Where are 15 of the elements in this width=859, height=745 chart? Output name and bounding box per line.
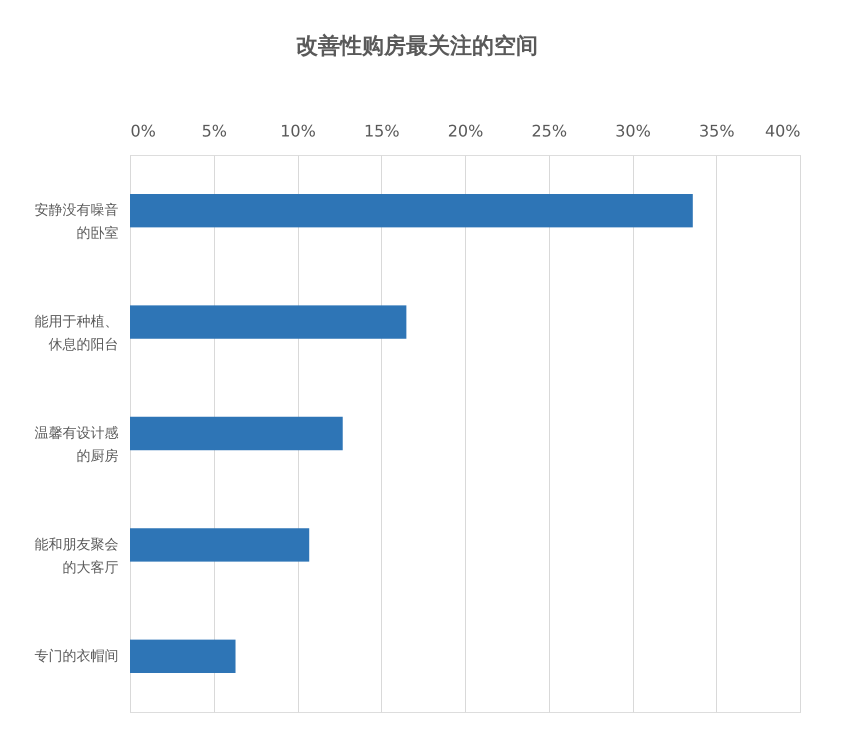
y-tick-label: 安静没有噪音的卧室: [34, 202, 118, 242]
chart-title: 改善性购房最关注的空间: [296, 33, 538, 59]
x-tick-label: 30%: [615, 122, 651, 140]
x-tick-label: 25%: [531, 122, 568, 140]
x-tick-label: 10%: [280, 122, 316, 140]
x-tick-label: 0%: [130, 122, 156, 140]
y-tick-label: 能和朋友聚会的大客厅: [34, 536, 118, 576]
x-tick-label: 20%: [448, 122, 484, 140]
x-tick-label: 15%: [364, 122, 400, 140]
y-tick-label: 专门的衣帽间: [34, 648, 118, 664]
y-tick-label: 温馨有设计感的厨房: [34, 426, 118, 464]
x-tick-label: 5%: [202, 122, 227, 140]
y-tick-label: 能用于种植、休息的阳台: [34, 314, 118, 354]
x-tick-label: 40%: [764, 122, 800, 140]
x-tick-label: 35%: [698, 122, 735, 140]
